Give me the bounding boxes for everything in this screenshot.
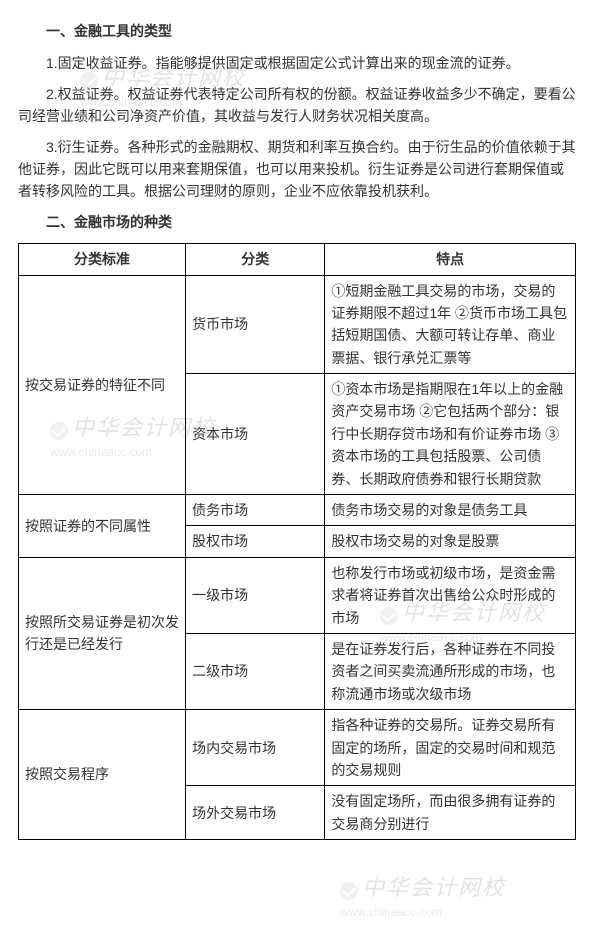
logo-icon — [340, 882, 358, 900]
cell-type: 一级市场 — [186, 557, 325, 633]
table-row: 按照证券的不同属性 债务市场 债务市场交易的对象是债务工具 — [19, 495, 576, 526]
cell-type: 场外交易市场 — [186, 786, 325, 840]
cell-standard: 按照证券的不同属性 — [19, 495, 186, 558]
cell-feature: ①短期金融工具交易的市场，交易的证券期限不超过1年 ②货币市场工具包括短期国债、… — [325, 275, 576, 374]
cell-feature: 没有固定场所，而由很多拥有证券的交易商分别进行 — [325, 786, 576, 840]
cell-feature: 指各种证券的交易所。证券交易所有固定的场所，固定的交易时间和规范的交易规则 — [325, 710, 576, 786]
col-category: 分类 — [186, 244, 325, 275]
col-standard: 分类标准 — [19, 244, 186, 275]
section1-p1: 1.固定收益证券。指能够提供固定或根据固定公式计算出来的现金流的证券。 — [18, 52, 576, 74]
watermark-brand: 中华会计网校 — [362, 875, 506, 900]
watermark: 中华会计网校 www.chinaacc.com — [340, 870, 506, 922]
watermark-site: www.chinaacc.com — [340, 903, 506, 922]
cell-standard: 按交易证券的特征不同 — [19, 275, 186, 495]
cell-feature: 是在证券发行后，各种证券在不同投资者之间买卖流通所形成的市场，也称流通市场或次级… — [325, 633, 576, 709]
table-row: 按照所交易证券是初次发行还是已经发行 一级市场 也称发行市场或初级市场，是资金需… — [19, 557, 576, 633]
cell-type: 场内交易市场 — [186, 710, 325, 786]
col-feature: 特点 — [325, 244, 576, 275]
market-types-table: 分类标准 分类 特点 按交易证券的特征不同 货币市场 ①短期金融工具交易的市场，… — [18, 243, 576, 840]
table-row: 按交易证券的特征不同 货币市场 ①短期金融工具交易的市场，交易的证券期限不超过1… — [19, 275, 576, 374]
cell-feature: ①资本市场是指期限在1年以上的金融资产交易市场 ②它包括两个部分：银行中长期存贷… — [325, 374, 576, 495]
cell-type: 债务市场 — [186, 495, 325, 526]
cell-standard: 按照交易程序 — [19, 710, 186, 840]
document-page: 中华会计网校 www.chinaacc.com 中华会计网校 www.china… — [0, 0, 594, 840]
table-header-row: 分类标准 分类 特点 — [19, 244, 576, 275]
cell-feature: 也称发行市场或初级市场，是资金需求者将证券首次出售给公众时形成的市场 — [325, 557, 576, 633]
section1-p2: 2.权益证券。权益证券代表特定公司所有权的份额。权益证券收益多少不确定，要看公司… — [18, 83, 576, 128]
cell-standard: 按照所交易证券是初次发行还是已经发行 — [19, 557, 186, 709]
section2-title: 二、金融市场的种类 — [18, 211, 576, 233]
section1-title: 一、金融工具的类型 — [18, 20, 576, 42]
cell-feature: 债务市场交易的对象是债务工具 — [325, 495, 576, 526]
cell-type: 二级市场 — [186, 633, 325, 709]
section1-p3: 3.衍生证券。各种形式的金融期权、期货和利率互换合约。由于衍生品的价值依赖于其他… — [18, 136, 576, 203]
cell-feature: 股权市场交易的对象是股票 — [325, 526, 576, 557]
table-row: 按照交易程序 场内交易市场 指各种证券的交易所。证券交易所有固定的场所，固定的交… — [19, 710, 576, 786]
cell-type: 货币市场 — [186, 275, 325, 374]
cell-type: 资本市场 — [186, 374, 325, 495]
cell-type: 股权市场 — [186, 526, 325, 557]
